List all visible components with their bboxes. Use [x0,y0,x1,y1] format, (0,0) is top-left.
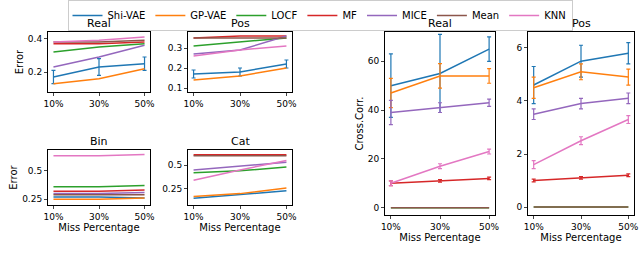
svg-text:10%: 10% [184,212,204,222]
svg-text:50%: 50% [135,99,155,109]
svg-text:Error: Error [14,49,25,74]
svg-text:10%: 10% [524,222,544,232]
svg-text:Miss Percentage: Miss Percentage [540,232,621,243]
svg-text:30%: 30% [89,99,109,109]
svg-text:10%: 10% [381,222,401,232]
svg-text:Pos: Pos [231,17,250,30]
svg-text:MF: MF [342,10,357,21]
svg-text:GP-VAE: GP-VAE [190,10,226,21]
svg-text:10%: 10% [184,99,204,109]
svg-text:Shi-VAE: Shi-VAE [108,10,146,21]
svg-text:0: 0 [373,203,379,213]
svg-text:30%: 30% [230,99,250,109]
svg-text:0.25: 0.25 [22,194,42,204]
svg-text:4: 4 [516,96,522,106]
svg-text:0.2: 0.2 [28,67,42,77]
svg-text:30%: 30% [430,222,450,232]
svg-text:50%: 50% [276,212,296,222]
svg-text:Pos: Pos [572,17,591,30]
svg-text:0.4: 0.4 [28,34,43,44]
svg-text:10%: 10% [43,99,63,109]
svg-text:Real: Real [87,17,111,30]
svg-text:6: 6 [516,43,522,53]
svg-text:KNN: KNN [544,10,566,21]
svg-text:LOCF: LOCF [271,10,297,21]
svg-text:Cat: Cat [231,135,250,148]
svg-text:0.3: 0.3 [168,43,182,53]
svg-text:60: 60 [368,56,380,66]
svg-text:10%: 10% [43,212,63,222]
svg-text:0.1: 0.1 [168,83,182,93]
svg-text:2: 2 [516,149,522,159]
svg-text:0.5: 0.5 [168,160,182,170]
svg-text:Real: Real [428,17,452,30]
svg-text:Miss Percentage: Miss Percentage [58,222,139,233]
svg-text:30%: 30% [230,212,250,222]
svg-text:Bin: Bin [90,135,108,148]
svg-text:30%: 30% [89,212,109,222]
svg-text:0.5: 0.5 [28,166,42,176]
svg-text:30%: 30% [571,222,591,232]
svg-text:0: 0 [516,202,522,212]
svg-text:50%: 50% [618,222,638,232]
svg-text:Miss Percentage: Miss Percentage [399,232,480,243]
svg-text:0.2: 0.2 [168,63,182,73]
svg-text:Miss Percentage: Miss Percentage [199,222,280,233]
svg-text:50%: 50% [135,212,155,222]
svg-text:Mean: Mean [472,10,499,21]
svg-text:MICE: MICE [402,10,427,21]
svg-text:40: 40 [368,105,380,115]
svg-text:Cross.Corr.: Cross.Corr. [354,97,365,151]
svg-text:0.25: 0.25 [162,184,182,194]
svg-text:20: 20 [368,154,380,164]
svg-text:50%: 50% [276,99,296,109]
svg-text:Error: Error [8,164,19,189]
svg-text:50%: 50% [479,222,499,232]
